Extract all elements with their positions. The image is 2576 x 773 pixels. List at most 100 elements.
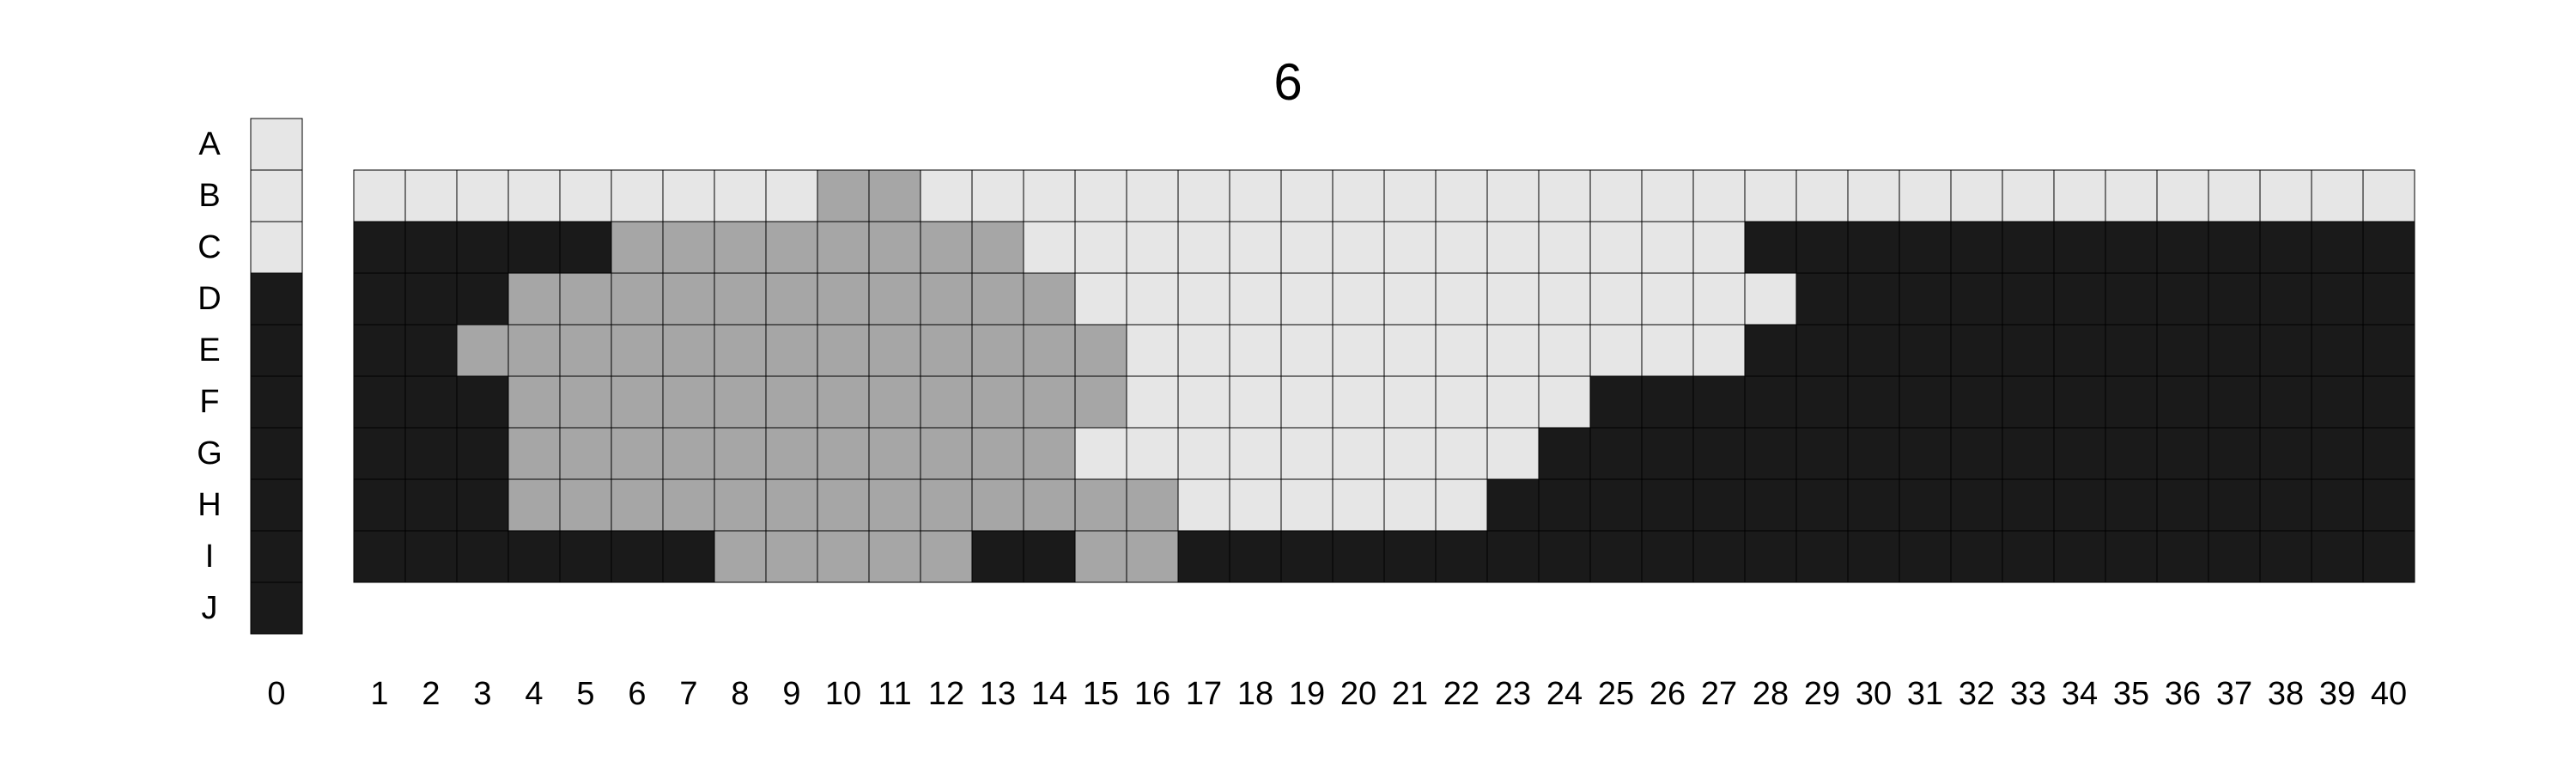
cell-F-29 [1795,375,1849,429]
cell-H-21 [1383,478,1437,532]
cell-F-9 [765,375,818,429]
cell-F-39 [2311,375,2364,429]
cell-I-11 [868,530,921,583]
row-label-D: D [197,281,221,317]
cell-D-35 [2105,272,2158,326]
cell-E-19 [1280,324,1334,377]
cell-B-11 [868,169,921,222]
cell-E-38 [2259,324,2312,377]
cell-E-15 [1074,324,1127,377]
cell-E-23 [1486,324,1540,377]
cell-G-1 [353,427,406,480]
cell-C-22 [1435,221,1488,274]
cell-I-18 [1229,530,1282,583]
cell-B-13 [971,169,1024,222]
cell-B-7 [662,169,715,222]
cell-F-38 [2259,375,2312,429]
cell-E-34 [2053,324,2106,377]
cell-D-31 [1899,272,1952,326]
cell-F-21 [1383,375,1437,429]
cell-C-23 [1486,221,1540,274]
ref-cell-G [250,427,303,480]
cell-I-29 [1795,530,1849,583]
cell-D-28 [1744,272,1797,326]
cell-D-32 [1950,272,2003,326]
cell-B-10 [817,169,870,222]
cell-E-10 [817,324,870,377]
cell-C-21 [1383,221,1437,274]
column-label-3: 3 [473,676,491,712]
column-label-12: 12 [928,676,964,712]
cell-I-36 [2156,530,2209,583]
cell-H-17 [1177,478,1230,532]
cell-C-40 [2362,221,2415,274]
cell-F-14 [1023,375,1076,429]
cell-I-26 [1641,530,1694,583]
row-label-J: J [202,590,218,626]
cell-I-32 [1950,530,2003,583]
cell-E-13 [971,324,1024,377]
cell-I-6 [611,530,664,583]
column-label-0: 0 [267,676,285,712]
cell-B-17 [1177,169,1230,222]
column-label-34: 34 [2062,676,2098,712]
cell-B-24 [1538,169,1591,222]
cell-B-38 [2259,169,2312,222]
cell-C-31 [1899,221,1952,274]
cell-F-6 [611,375,664,429]
cell-I-35 [2105,530,2158,583]
cell-E-1 [353,324,406,377]
cell-D-7 [662,272,715,326]
column-label-23: 23 [1495,676,1531,712]
cell-B-30 [1847,169,1900,222]
column-label-11: 11 [878,676,911,712]
cell-G-34 [2053,427,2106,480]
cell-F-28 [1744,375,1797,429]
cell-G-23 [1486,427,1540,480]
cell-B-19 [1280,169,1334,222]
cell-D-1 [353,272,406,326]
cell-F-32 [1950,375,2003,429]
cell-B-37 [2208,169,2261,222]
cell-I-1 [353,530,406,583]
cell-F-18 [1229,375,1282,429]
cell-H-18 [1229,478,1282,532]
column-label-40: 40 [2371,676,2407,712]
cell-B-2 [404,169,458,222]
cell-I-38 [2259,530,2312,583]
cell-H-1 [353,478,406,532]
cell-C-35 [2105,221,2158,274]
cell-C-3 [456,221,509,274]
cell-G-13 [971,427,1024,480]
chart-title: 6 [1273,53,1303,111]
cell-B-28 [1744,169,1797,222]
cell-G-35 [2105,427,2158,480]
column-label-7: 7 [679,676,697,712]
cell-G-38 [2259,427,2312,480]
cell-D-8 [714,272,767,326]
column-label-5: 5 [576,676,594,712]
cell-D-10 [817,272,870,326]
cell-G-10 [817,427,870,480]
cell-G-39 [2311,427,2364,480]
cell-H-27 [1692,478,1746,532]
cell-H-28 [1744,478,1797,532]
cell-G-31 [1899,427,1952,480]
cell-B-4 [507,169,561,222]
cell-H-8 [714,478,767,532]
cell-I-14 [1023,530,1076,583]
cell-C-18 [1229,221,1282,274]
cell-H-4 [507,478,561,532]
cell-G-6 [611,427,664,480]
cell-C-19 [1280,221,1334,274]
cell-F-4 [507,375,561,429]
cell-D-33 [2002,272,2055,326]
cell-D-14 [1023,272,1076,326]
cell-F-30 [1847,375,1900,429]
column-label-18: 18 [1237,676,1273,712]
cell-F-13 [971,375,1024,429]
cell-B-16 [1126,169,1179,222]
column-label-25: 25 [1598,676,1634,712]
cell-B-39 [2311,169,2364,222]
column-label-17: 17 [1186,676,1222,712]
